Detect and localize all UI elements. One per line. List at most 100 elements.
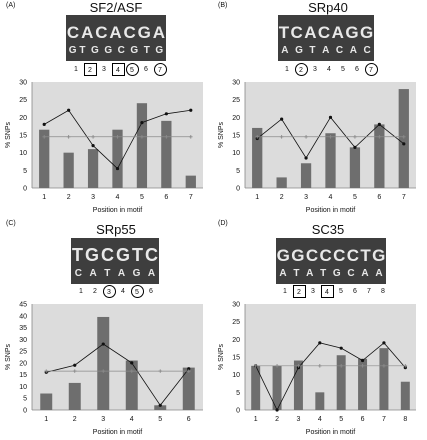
logo-letter: A	[147, 267, 156, 279]
series-point	[140, 134, 144, 139]
logo-letter: A	[375, 267, 383, 279]
series-point	[360, 364, 365, 368]
logo-letter: A	[109, 22, 122, 42]
bar	[315, 392, 325, 410]
bar	[39, 129, 50, 188]
series-point	[164, 112, 168, 116]
bar	[293, 360, 303, 410]
x-tick-label: 2	[73, 416, 77, 423]
series-point	[328, 134, 333, 139]
position-marker: 1	[79, 288, 83, 295]
bar	[251, 365, 261, 410]
x-tick-label: 4	[116, 194, 120, 201]
x-axis-label: Position in motif	[306, 429, 355, 436]
bar	[379, 348, 389, 410]
logo-letter: A	[349, 44, 357, 56]
series-point	[72, 369, 77, 373]
series-point	[73, 363, 77, 367]
x-tick-label: 7	[402, 194, 406, 201]
bar	[87, 149, 99, 188]
y-tick-label: 15	[19, 133, 27, 140]
series-point	[318, 364, 322, 368]
series-point	[66, 134, 71, 139]
series-point	[101, 369, 106, 373]
bar	[154, 405, 167, 410]
series-point	[377, 122, 381, 126]
panel-label: (D)	[218, 220, 228, 227]
x-axis-label: Position in motif	[306, 207, 355, 214]
logo-letter: G	[359, 22, 374, 42]
logo-letter: T	[320, 267, 327, 279]
position-marker: 3	[102, 66, 106, 73]
series-point	[67, 108, 71, 112]
x-tick-label: 3	[101, 416, 105, 423]
logo-letter: G	[276, 245, 290, 265]
series-point	[318, 341, 322, 345]
logo-letter: T	[278, 22, 290, 42]
series-point	[101, 342, 105, 346]
bar	[161, 120, 172, 188]
position-marker: 4	[121, 288, 125, 295]
y-axis-label: % SNPs	[5, 343, 12, 370]
position-marker: 3	[311, 288, 315, 295]
y-tick-label: 30	[19, 80, 27, 87]
series-point	[91, 134, 95, 139]
bar	[272, 365, 282, 410]
bar	[63, 152, 74, 188]
y-tick-label: 25	[19, 97, 27, 104]
logo-letter: T	[143, 44, 150, 56]
position-marker: 2	[93, 288, 97, 295]
y-tick-label: 10	[19, 150, 27, 157]
bar	[374, 124, 385, 188]
logo-letter: A	[152, 22, 165, 42]
logo-letter: C	[144, 244, 158, 265]
x-tick-label: 7	[382, 416, 386, 423]
logo-letter: T	[104, 267, 111, 279]
logo-letter: A	[117, 267, 126, 279]
logo-letter: C	[319, 245, 332, 265]
x-tick-label: 6	[164, 194, 168, 201]
series-point	[164, 134, 169, 139]
position-marker: 5	[339, 288, 343, 295]
y-tick-label: 35	[19, 325, 27, 332]
bar-chart: 0 5 10 15 20 25 30 % SNPs 1 2 3 4 5 6 7 Position in mot…	[5, 80, 203, 214]
y-tick-label: 0	[236, 186, 240, 193]
position-marker: 5	[130, 285, 144, 298]
x-tick-label: 4	[318, 416, 322, 423]
bar	[185, 175, 196, 188]
y-tick-label: 5	[23, 396, 27, 403]
bar	[300, 163, 312, 188]
logo-letter: C	[100, 244, 114, 265]
y-tick-label: 40	[19, 313, 27, 320]
series-point	[186, 369, 191, 373]
position-marker: 3	[313, 66, 317, 73]
position-marker: 2	[292, 285, 306, 298]
y-tick-label: 15	[232, 133, 240, 140]
logo-letter: C	[347, 267, 355, 279]
x-tick-label: 2	[280, 194, 284, 201]
series-point	[382, 364, 386, 368]
logo-letter: G	[90, 44, 99, 56]
y-tick-label: 25	[232, 319, 240, 326]
series-point	[91, 144, 95, 148]
series-point	[401, 134, 406, 139]
x-axis-label: Position in motif	[93, 429, 142, 436]
series-point	[377, 134, 382, 139]
bar	[136, 103, 148, 188]
series-point	[403, 364, 408, 368]
bar	[252, 127, 263, 188]
logo-letter: G	[332, 267, 341, 279]
x-tick-label: 8	[403, 416, 407, 423]
position-marker: 7	[364, 63, 378, 76]
logo-letter: C	[317, 22, 331, 42]
y-tick-label: 0	[236, 408, 240, 415]
y-tick-label: 10	[232, 150, 240, 157]
series-point	[115, 134, 120, 139]
